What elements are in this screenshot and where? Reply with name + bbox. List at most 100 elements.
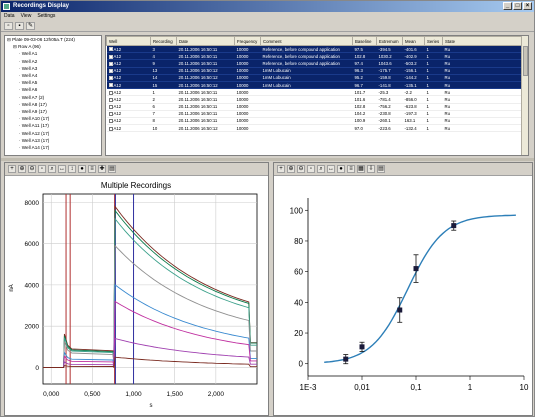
row-checkbox[interactable] (108, 76, 113, 81)
row-checkbox[interactable] (108, 112, 113, 117)
table-cell: 1 (150, 88, 177, 97)
column-header[interactable]: Mean (402, 36, 425, 46)
table-cell: Ru (442, 117, 523, 126)
magnify-icon[interactable]: ⌕ (48, 165, 56, 173)
table-row[interactable]: A12 3 20.11.2006 16:50:11 10000 Reference, b… (106, 45, 523, 54)
table-scrollbar[interactable] (521, 36, 528, 155)
tree-item[interactable]: · Well A10 (17) (19, 116, 50, 122)
tree-item[interactable]: · Well A7 (2) (19, 94, 45, 100)
print-icon[interactable]: ▤ (377, 165, 385, 173)
row-checkbox[interactable] (108, 54, 113, 59)
tree-item[interactable]: · Well A2 (19, 58, 38, 64)
tree-item[interactable]: · Well A3 (19, 65, 38, 71)
cursor-icon[interactable]: ↕ (68, 165, 76, 173)
row-checkbox[interactable] (108, 61, 113, 66)
column-header[interactable]: Comment (260, 36, 353, 46)
tree-item[interactable]: · Well A8 (17) (19, 101, 47, 107)
recordings-tree[interactable]: ⊟ Plate 09-03-06 12h05a.T (224) ⊟ Row A (… (4, 35, 102, 156)
row-checkbox[interactable] (108, 104, 113, 109)
tree-item[interactable]: ⊟ Plate 09-03-06 12h05a.T (224) (7, 37, 75, 42)
new-icon[interactable]: ▫ (4, 22, 13, 30)
table-row[interactable]: A12 10 20.11.2006 16:50:12 10000 97.0 -223.6-… (106, 124, 523, 133)
tree-item[interactable]: · Well A11 (17) (19, 123, 49, 129)
minimize-icon[interactable]: _ (503, 2, 512, 10)
select-icon[interactable]: ▫ (307, 165, 315, 173)
table-cell: -2.2 (402, 88, 425, 97)
table-icon[interactable]: ▦ (357, 165, 365, 173)
column-header[interactable]: Well (106, 36, 151, 46)
tree-item[interactable]: · Well A12 (17) (19, 130, 50, 136)
tree-item[interactable]: · Well A4 (19, 73, 38, 79)
crosshair-icon[interactable]: + (277, 165, 285, 173)
save-icon[interactable]: ▪ (15, 22, 24, 30)
tree-item[interactable]: · Well A14 (17) (19, 145, 50, 151)
tree-item[interactable]: · Well A5 (19, 80, 38, 86)
table-cell: -260.1 (376, 117, 403, 126)
list-icon[interactable]: ≡ (88, 165, 96, 173)
list-icon[interactable]: ≡ (347, 165, 355, 173)
edit-icon[interactable]: ✎ (26, 22, 35, 30)
column-header[interactable]: Date (176, 36, 235, 46)
table-row[interactable]: A12 14 20.11.2006 16:50:12 10000 1mM Lobucai… (106, 74, 523, 82)
column-header[interactable]: Extremum (376, 36, 403, 46)
plus-icon[interactable]: ✚ (98, 165, 106, 173)
table-row[interactable]: A12 15 20.11.2006 16:50:12 10000 1mM Lobucai… (106, 81, 523, 90)
table-cell: 20.11.2006 16:50:11 (176, 95, 235, 104)
table-cell: Reference, before compound application (260, 45, 353, 54)
table-cell: 10000 (234, 74, 261, 82)
row-checkbox[interactable] (108, 47, 113, 52)
table-row[interactable]: A12 13 20.11.2006 16:50:12 10000 1mM Lobucai… (106, 67, 523, 75)
tree-item[interactable]: · Well A1 (19, 51, 38, 57)
row-checkbox[interactable] (108, 97, 113, 102)
table-cell: 10000 (234, 67, 261, 75)
column-header[interactable]: Baseline (352, 36, 377, 46)
table-cell: Ru (442, 45, 523, 54)
table-cell: 101.7 (352, 88, 377, 97)
table-row[interactable]: A12 9 20.11.2006 16:50:11 10000 Reference, b… (106, 59, 523, 68)
tree-item[interactable]: · Well A13 (17) (19, 137, 50, 143)
record-icon[interactable]: ● (78, 165, 86, 173)
row-checkbox[interactable] (108, 69, 113, 74)
table-row[interactable]: A12 2 20.11.2006 16:50:11 10000 101.6 -781.4-… (106, 95, 523, 104)
table-cell: 1 (424, 117, 443, 126)
magnify-icon[interactable]: ⌕ (317, 165, 325, 173)
table-row[interactable]: A12 7 20.11.2006 16:50:11 10000 104.2 -230.8-… (106, 110, 523, 118)
zoom-in-icon[interactable]: ⊕ (287, 165, 295, 173)
zoom-out-icon[interactable]: ⊖ (28, 165, 36, 173)
row-checkbox[interactable] (108, 90, 113, 95)
table-row[interactable]: A12 4 20.11.2006 16:50:11 10000 Reference, b… (106, 52, 523, 61)
print-icon[interactable]: ▤ (108, 165, 116, 173)
table-row[interactable]: A12 8 20.11.2006 16:50:11 10000 100.9 -260.1 1… (106, 117, 523, 126)
menu-view[interactable]: View (20, 13, 32, 19)
row-checkbox[interactable] (108, 126, 113, 131)
fit-icon[interactable]: ↔ (327, 165, 335, 173)
column-header[interactable]: Frequency (234, 36, 261, 46)
crosshair-icon[interactable]: + (8, 165, 16, 173)
title-bar[interactable]: Recordings Display _ □ × (1, 1, 534, 12)
table-cell: Ru (442, 103, 523, 111)
menu-settings[interactable]: Settings (37, 13, 56, 19)
row-checkbox[interactable] (108, 119, 113, 124)
table-row[interactable]: A12 1 20.11.2006 16:50:11 10000 101.7 -25.3 -2… (106, 88, 523, 97)
select-icon[interactable]: ▫ (38, 165, 46, 173)
column-header[interactable]: Recording (150, 36, 177, 46)
tree-item[interactable]: · Well A6 (19, 87, 38, 93)
column-header[interactable]: State (442, 36, 523, 46)
dose-response-chart[interactable]: 0 20 40 60 80 100 1E-3 0,01 0,1 1 10 (274, 176, 532, 415)
zoom-in-icon[interactable]: ⊕ (18, 165, 26, 173)
export-icon[interactable]: ⇩ (367, 165, 375, 173)
zoom-out-icon[interactable]: ⊖ (297, 165, 305, 173)
scrollbar-thumb[interactable] (523, 46, 528, 76)
tree-item[interactable]: ⊟ Row A (96) (13, 44, 41, 50)
multiple-recordings-chart[interactable]: Multiple Recordings nA s 0 2000 4000 6000 80… (5, 176, 268, 415)
tree-item[interactable]: · Well A9 (17) (19, 109, 47, 115)
table-row[interactable]: A12 6 20.11.2006 16:50:11 10000 102.8 -756.2-… (106, 103, 523, 111)
column-header[interactable]: Series (424, 36, 443, 46)
fit-icon[interactable]: ↔ (58, 165, 66, 173)
row-checkbox[interactable] (108, 83, 113, 88)
maximize-icon[interactable]: □ (513, 2, 522, 10)
close-icon[interactable]: × (523, 2, 532, 10)
menu-data[interactable]: Data (4, 13, 15, 19)
record-icon[interactable]: ● (337, 165, 345, 173)
horizontal-splitter[interactable] (1, 158, 534, 161)
